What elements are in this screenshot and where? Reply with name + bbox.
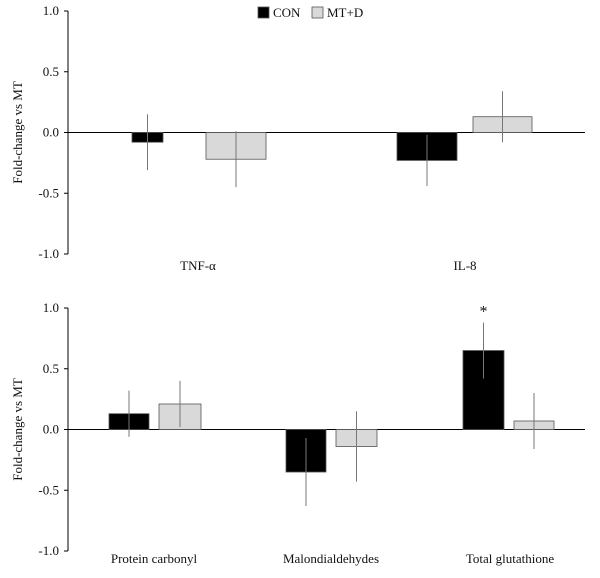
y-tick-label: 1.0 xyxy=(43,3,59,18)
y-tick-label: -1.0 xyxy=(38,246,59,261)
y-tick-label: -1.0 xyxy=(38,543,59,558)
category-label: Total glutathione xyxy=(466,551,554,566)
y-axis-label: Fold-change vs MT xyxy=(10,378,25,481)
legend-swatch xyxy=(311,6,324,19)
y-axis-label: Fold-change vs MT xyxy=(10,81,25,184)
category-label: Malondialdehydes xyxy=(283,551,379,566)
y-tick-label: 0.5 xyxy=(43,64,59,79)
y-tick-label: 1.0 xyxy=(43,300,59,315)
legend: CON MT+D xyxy=(257,5,363,20)
chart-panel-1: 1.0 0.5 0.0 -0.5 -1.0 Fold-change vs MT TNF-α I… xyxy=(10,3,585,273)
y-tick-label: 0.5 xyxy=(43,361,59,376)
legend-label: MT+D xyxy=(327,5,363,20)
y-tick-label: 0.0 xyxy=(43,125,59,140)
y-tick-label: 0.0 xyxy=(43,422,59,437)
significance-marker: * xyxy=(480,304,488,321)
y-tick-label: -0.5 xyxy=(38,185,59,200)
chart-panel-2: 1.0 0.5 0.0 -0.5 -1.0 Fold-change vs MT Protei… xyxy=(10,300,585,566)
legend-swatch xyxy=(257,6,270,19)
category-label: TNF-α xyxy=(180,258,216,273)
legend-label: CON xyxy=(273,5,301,20)
category-label: Protein carbonyl xyxy=(111,551,198,566)
y-tick-label: -0.5 xyxy=(38,482,59,497)
category-label: IL-8 xyxy=(453,258,476,273)
